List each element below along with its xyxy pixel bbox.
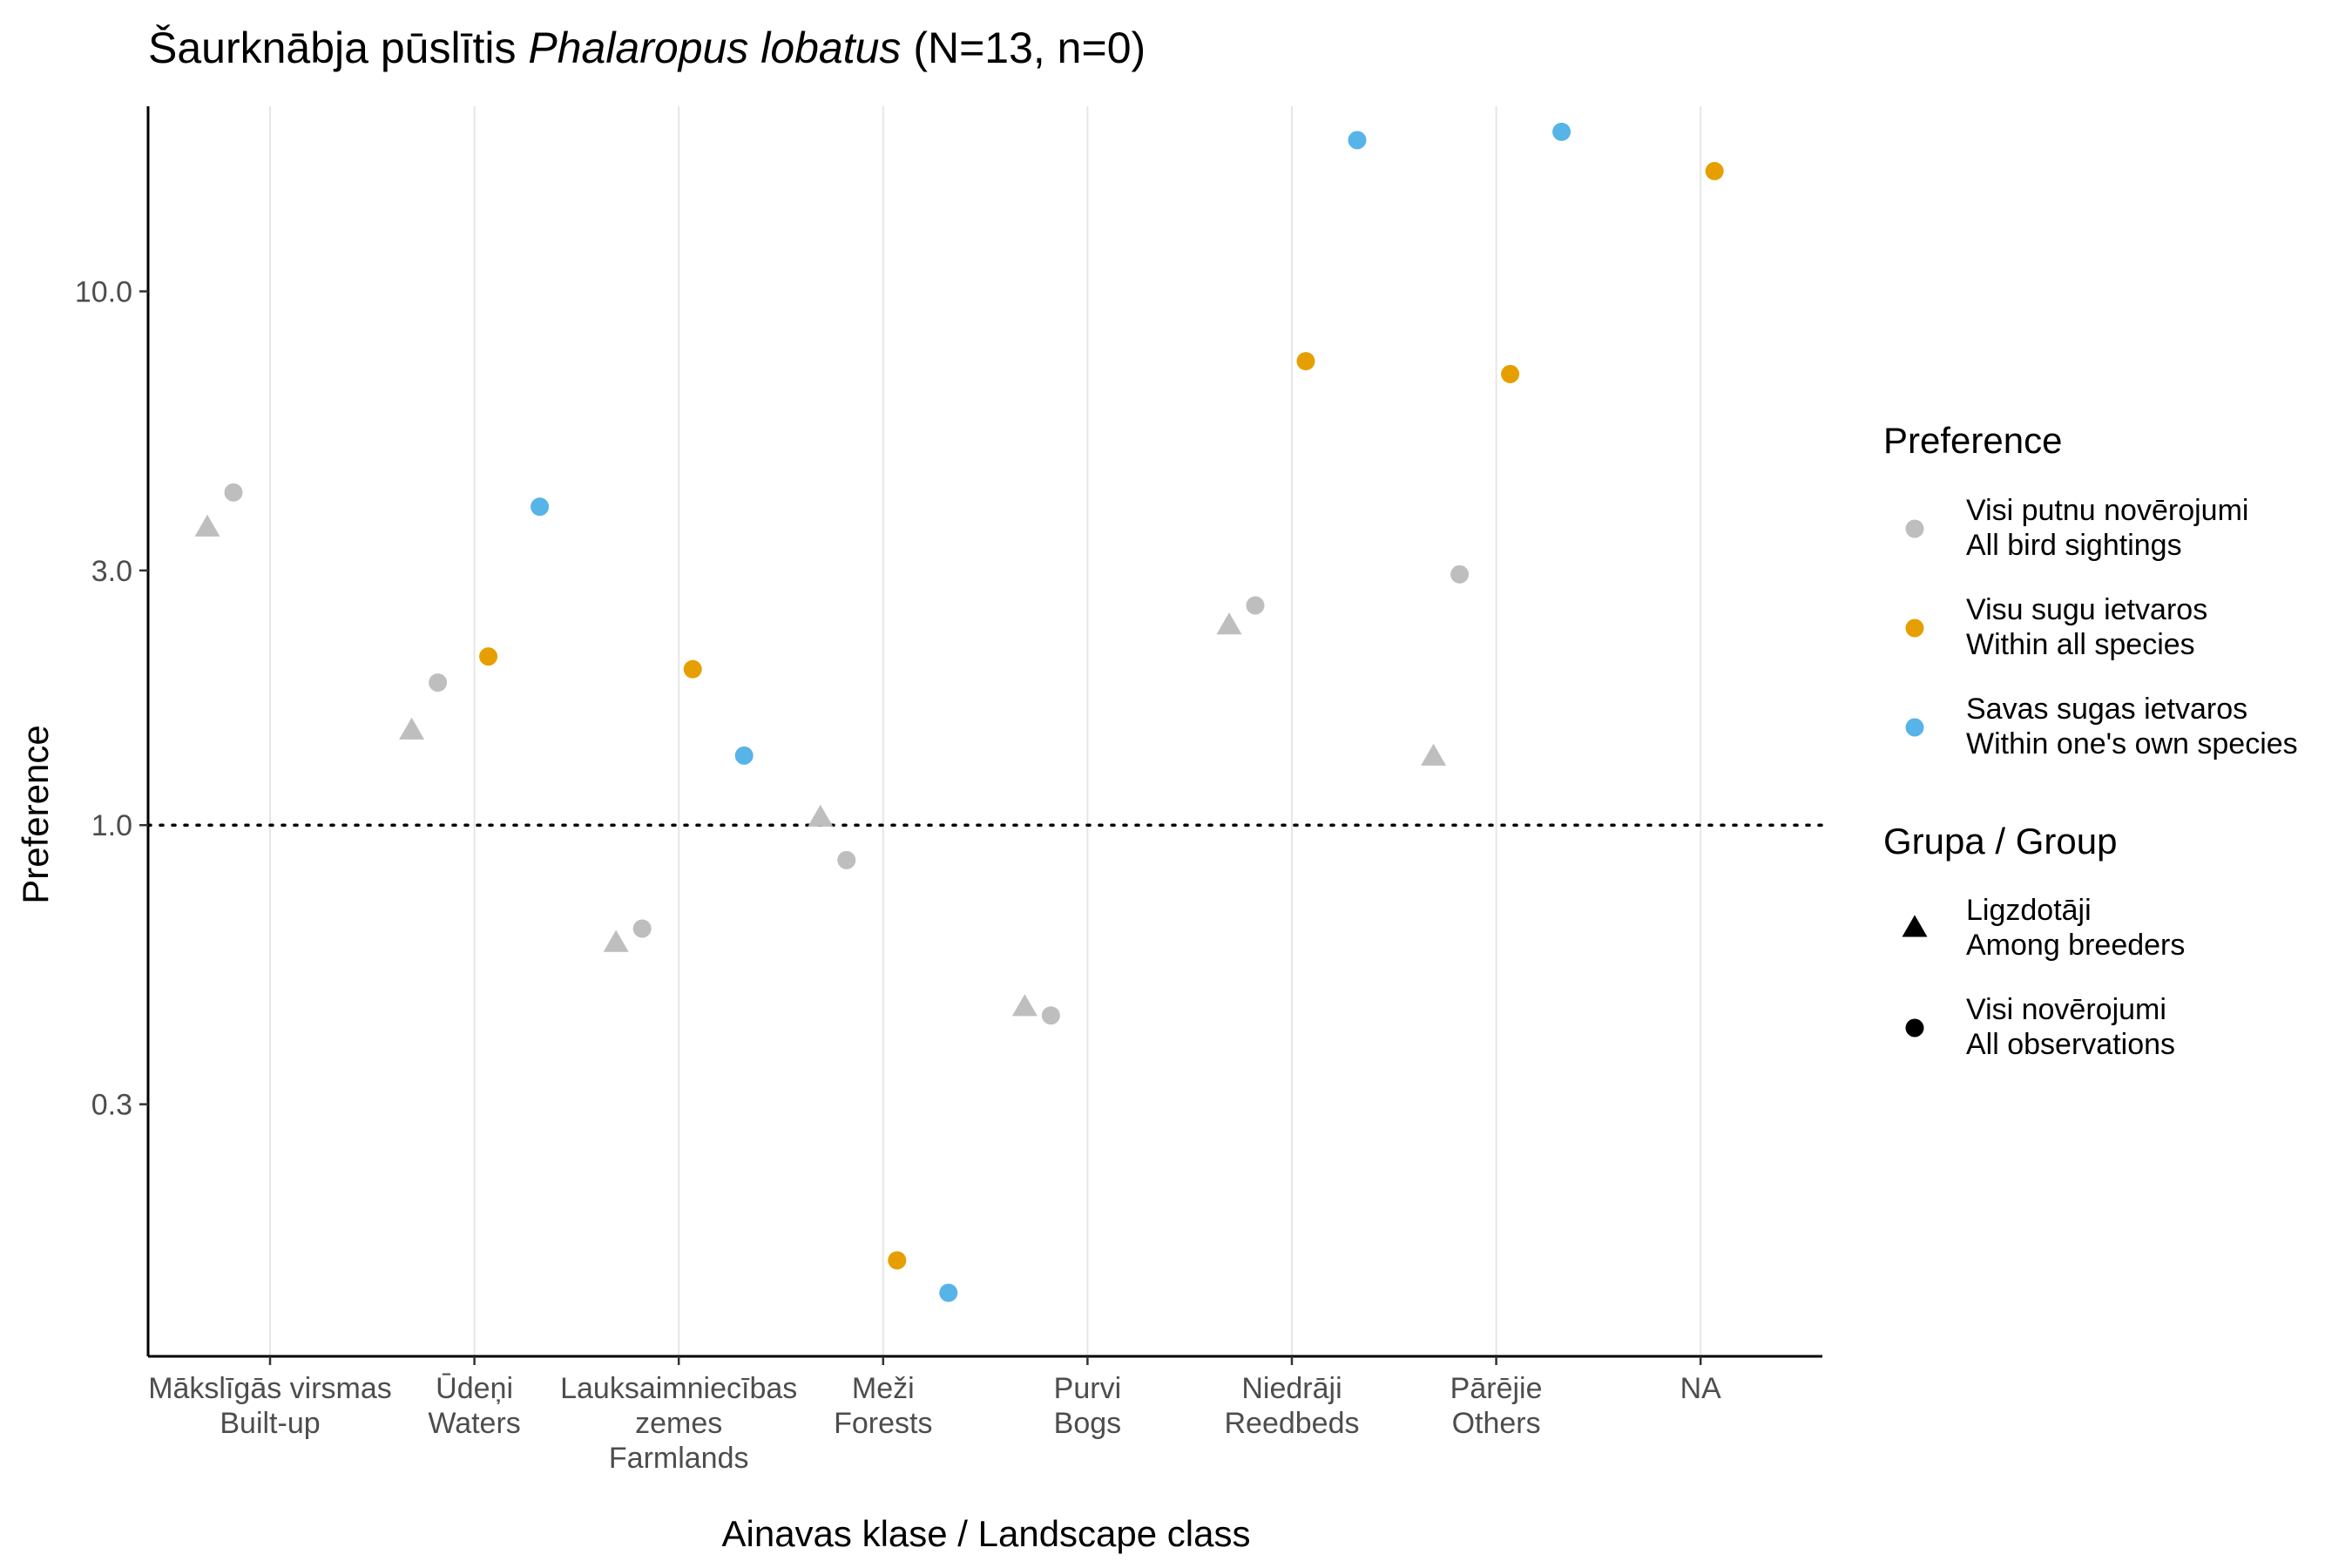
legend-label-all: Visi novērojumi All observations bbox=[1966, 993, 2175, 1061]
x-tick-label-line: Meži bbox=[852, 1372, 915, 1405]
y-tick-label: 0.3 bbox=[91, 1089, 132, 1122]
point-lauksaimniecibas-all_birds-all bbox=[632, 919, 652, 938]
legend-label-all_birds: Visi putnu novērojumi All bird sightings bbox=[1966, 494, 2248, 562]
x-tick-label-line: Waters bbox=[428, 1407, 520, 1440]
legend-group-title: Grupa / Group bbox=[1883, 821, 2117, 862]
point-mezi-all_species-all bbox=[888, 1251, 907, 1270]
legend-label-line: Visi novērojumi bbox=[1966, 993, 2166, 1026]
y-tick-label: 1.0 bbox=[91, 809, 132, 842]
axes bbox=[146, 106, 1822, 1358]
legend-label-line: Visu sugu ietvaros bbox=[1966, 593, 2207, 626]
x-tick-label-maksligas-virsmas: Mākslīgās virsmas Built-up bbox=[148, 1372, 392, 1440]
x-tick-label-line: Others bbox=[1452, 1407, 1541, 1440]
legend-label-line: Among breeders bbox=[1966, 929, 2185, 962]
point-niedraji-all_species-all bbox=[1296, 352, 1315, 371]
point-mezi-all_birds-all bbox=[837, 850, 856, 869]
chart-title: Šaurknābja pūslītis Phalaropus lobatus (… bbox=[148, 24, 1146, 72]
point-mezi-all_birds-breeders bbox=[808, 804, 834, 827]
x-tick-label-line: Built-up bbox=[220, 1407, 320, 1440]
x-tick-label-line: Ūdeņi bbox=[436, 1372, 513, 1405]
x-tick-label-udeni: Ūdeņi Waters bbox=[428, 1372, 520, 1440]
legend-key-all_species bbox=[1905, 618, 1924, 638]
point-mezi-own_species-all bbox=[939, 1283, 958, 1302]
data-points bbox=[194, 122, 1724, 1302]
x-tick-label-line: Pārējie bbox=[1450, 1372, 1543, 1405]
legend-key-all bbox=[1905, 1018, 1924, 1037]
legend-label-line: All bird sightings bbox=[1966, 529, 2182, 562]
legend-label-all_species: Visu sugu ietvaros Within all species bbox=[1966, 593, 2207, 661]
x-axis-title: Ainavas klase / Landscape class bbox=[721, 1513, 1250, 1554]
point-udeni-all_species-all bbox=[479, 647, 498, 666]
point-lauksaimniecibas-all_species-all bbox=[683, 659, 702, 679]
x-tick-label-mezi: Meži Forests bbox=[834, 1372, 932, 1440]
x-tick-label-line: Purvi bbox=[1054, 1372, 1121, 1405]
legend-label-line: Within all species bbox=[1966, 628, 2195, 661]
point-purvi-all_birds-all bbox=[1041, 1006, 1060, 1025]
point-parejie-own_species-all bbox=[1552, 122, 1571, 141]
chart-title-prefix: Šaurknābja pūslītis bbox=[148, 24, 528, 72]
legend-label-line: Ligzdotāji bbox=[1966, 894, 2092, 927]
legend-label-breeders: Ligzdotāji Among breeders bbox=[1966, 894, 2185, 962]
x-tick-label-line: zemes bbox=[635, 1407, 722, 1440]
legend-label-line: Visi putnu novērojumi bbox=[1966, 494, 2248, 527]
point-niedraji-all_birds-all bbox=[1246, 596, 1265, 615]
x-tick-label-line: Lauksaimniecības bbox=[560, 1372, 797, 1405]
point-parejie-all_birds-all bbox=[1450, 564, 1470, 584]
y-tick-label: 3.0 bbox=[91, 555, 132, 588]
x-tick-label-line: Mākslīgās virsmas bbox=[148, 1372, 392, 1405]
legend-label-own_species: Savas sugas ietvaros Within one's own spe… bbox=[1966, 693, 2298, 760]
x-tick-label-purvi: Purvi Bogs bbox=[1054, 1372, 1122, 1440]
y-axis-ticks: 0.3 1.0 3.0 10.0 bbox=[75, 275, 148, 1122]
chart-title-suffix: (N=13, n=0) bbox=[901, 24, 1146, 72]
chart-title-species: Phalaropus lobatus bbox=[528, 24, 901, 72]
point-lauksaimniecibas-own_species-all bbox=[734, 746, 754, 765]
x-tick-label-line: NA bbox=[1680, 1372, 1722, 1405]
point-parejie-all_species-all bbox=[1501, 364, 1520, 383]
point-maksligas-virsmas-all_birds-all bbox=[224, 483, 243, 502]
x-tick-label-line: Reedbeds bbox=[1224, 1407, 1359, 1440]
legend-label-line: Savas sugas ietvaros bbox=[1966, 693, 2247, 726]
point-maksligas-virsmas-all_birds-breeders bbox=[194, 514, 220, 537]
gridlines bbox=[269, 106, 1702, 1356]
x-tick-label-parejie: Pārējie Others bbox=[1450, 1372, 1543, 1440]
legend-label-line: Within one's own species bbox=[1966, 727, 2298, 760]
point-udeni-all_birds-breeders bbox=[399, 717, 425, 740]
y-axis-title: Preference bbox=[15, 725, 56, 903]
point-niedraji-own_species-all bbox=[1348, 131, 1367, 150]
point-udeni-all_birds-all bbox=[429, 673, 448, 693]
point-lauksaimniecibas-all_birds-breeders bbox=[603, 929, 629, 952]
x-tick-label-line: Niedrāji bbox=[1241, 1372, 1342, 1405]
legend-key-own_species bbox=[1905, 718, 1924, 737]
y-tick-label: 10.0 bbox=[75, 275, 132, 308]
point-udeni-own_species-all bbox=[531, 497, 550, 517]
legend-key-breeders bbox=[1902, 915, 1928, 937]
point-na-all_species-all bbox=[1705, 161, 1724, 180]
x-axis-ticks: Mākslīgās virsmas Built-up Ūdeņi Waters Lauk… bbox=[148, 1356, 1721, 1475]
point-parejie-all_birds-breeders bbox=[1421, 743, 1447, 766]
x-tick-label-niedraji: Niedrāji Reedbeds bbox=[1224, 1372, 1359, 1440]
x-tick-label-na: NA bbox=[1680, 1372, 1722, 1405]
x-tick-label-line: Farmlands bbox=[609, 1442, 749, 1475]
point-niedraji-all_birds-breeders bbox=[1216, 612, 1242, 635]
point-purvi-all_birds-breeders bbox=[1011, 994, 1037, 1017]
legend: Preference Visi putnu novērojumi All bird … bbox=[1883, 420, 2298, 1061]
x-tick-label-lauksaimniecibas: Lauksaimniecības zemes Farmlands bbox=[560, 1372, 797, 1475]
legend-label-line: All observations bbox=[1966, 1028, 2175, 1061]
legend-preference-title: Preference bbox=[1883, 420, 2062, 461]
x-tick-label-line: Forests bbox=[834, 1407, 932, 1440]
x-tick-label-line: Bogs bbox=[1054, 1407, 1122, 1440]
legend-key-all_birds bbox=[1905, 519, 1924, 538]
